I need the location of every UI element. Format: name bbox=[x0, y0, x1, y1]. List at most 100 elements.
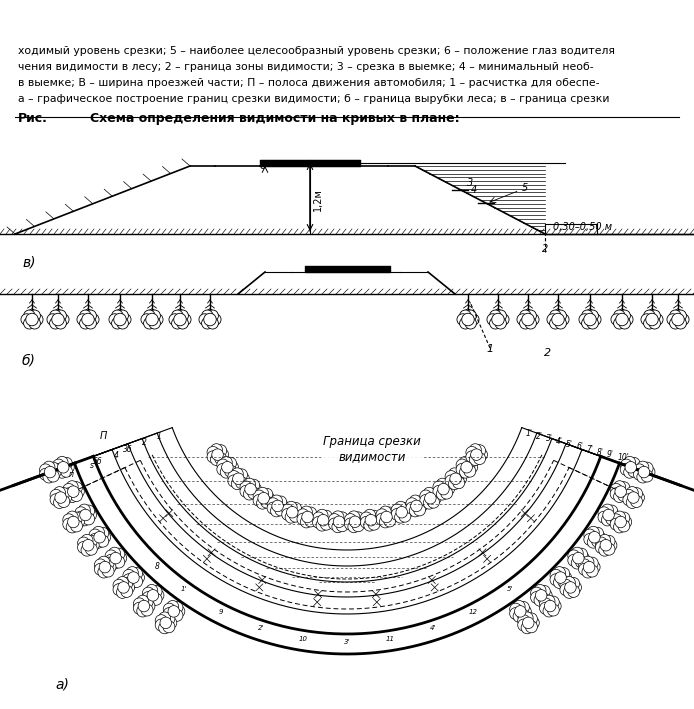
Circle shape bbox=[584, 533, 596, 545]
Circle shape bbox=[312, 512, 325, 524]
Circle shape bbox=[625, 462, 636, 473]
Circle shape bbox=[96, 535, 109, 547]
Circle shape bbox=[109, 314, 121, 325]
Circle shape bbox=[423, 497, 435, 509]
Circle shape bbox=[31, 314, 43, 325]
Circle shape bbox=[105, 550, 117, 562]
Circle shape bbox=[450, 473, 462, 484]
Circle shape bbox=[317, 515, 329, 526]
Circle shape bbox=[523, 617, 534, 629]
Circle shape bbox=[146, 594, 158, 606]
Text: 1': 1' bbox=[525, 429, 532, 438]
Circle shape bbox=[535, 590, 547, 601]
Circle shape bbox=[85, 509, 96, 521]
Circle shape bbox=[464, 457, 476, 469]
Circle shape bbox=[53, 464, 65, 476]
Circle shape bbox=[517, 609, 530, 621]
Text: Граница срезки
видимости: Граница срезки видимости bbox=[323, 435, 421, 463]
Circle shape bbox=[163, 608, 176, 620]
Circle shape bbox=[52, 313, 65, 325]
Circle shape bbox=[495, 318, 507, 329]
Text: 2': 2' bbox=[536, 432, 543, 441]
Circle shape bbox=[437, 488, 448, 500]
Circle shape bbox=[141, 604, 153, 616]
Circle shape bbox=[631, 496, 643, 508]
Circle shape bbox=[155, 615, 167, 627]
Circle shape bbox=[128, 571, 139, 584]
Circle shape bbox=[62, 514, 75, 526]
Circle shape bbox=[102, 557, 114, 569]
Circle shape bbox=[171, 609, 183, 621]
Circle shape bbox=[509, 603, 522, 615]
Circle shape bbox=[560, 579, 572, 591]
Circle shape bbox=[600, 540, 611, 551]
Circle shape bbox=[297, 513, 309, 525]
Circle shape bbox=[113, 584, 125, 596]
Circle shape bbox=[133, 602, 145, 614]
Circle shape bbox=[564, 586, 575, 598]
Circle shape bbox=[271, 505, 282, 517]
Circle shape bbox=[70, 481, 83, 493]
Circle shape bbox=[438, 484, 449, 495]
Circle shape bbox=[461, 462, 473, 473]
Circle shape bbox=[121, 586, 133, 598]
Circle shape bbox=[360, 516, 372, 528]
Circle shape bbox=[610, 518, 622, 530]
Circle shape bbox=[428, 489, 439, 501]
Circle shape bbox=[560, 584, 572, 596]
Circle shape bbox=[78, 504, 90, 516]
Circle shape bbox=[67, 486, 79, 498]
Circle shape bbox=[531, 591, 543, 603]
Circle shape bbox=[575, 556, 588, 568]
Circle shape bbox=[643, 466, 655, 478]
Text: 12: 12 bbox=[468, 609, 477, 615]
Circle shape bbox=[558, 576, 570, 588]
Circle shape bbox=[391, 508, 403, 520]
Circle shape bbox=[85, 543, 97, 555]
Circle shape bbox=[78, 514, 90, 526]
Circle shape bbox=[150, 593, 162, 605]
Circle shape bbox=[85, 310, 96, 322]
Circle shape bbox=[210, 444, 223, 456]
Circle shape bbox=[226, 462, 239, 473]
Circle shape bbox=[232, 473, 244, 484]
Circle shape bbox=[312, 516, 325, 528]
Circle shape bbox=[593, 531, 605, 543]
Circle shape bbox=[104, 561, 116, 573]
Text: чения видимости в лесу; 2 – граница зоны видимости; 3 – срезка в выемке; 4 – мин: чения видимости в лесу; 2 – граница зоны… bbox=[18, 62, 593, 72]
Circle shape bbox=[587, 536, 599, 548]
Circle shape bbox=[445, 475, 457, 487]
Circle shape bbox=[489, 318, 501, 329]
Text: 2: 2 bbox=[542, 244, 548, 254]
Circle shape bbox=[352, 520, 364, 532]
Circle shape bbox=[217, 464, 229, 476]
Circle shape bbox=[626, 486, 638, 498]
Circle shape bbox=[349, 516, 361, 527]
Circle shape bbox=[26, 313, 38, 325]
Circle shape bbox=[146, 313, 158, 325]
Circle shape bbox=[466, 451, 478, 463]
Text: а): а) bbox=[55, 677, 69, 691]
Circle shape bbox=[123, 574, 135, 586]
Circle shape bbox=[489, 310, 501, 322]
Circle shape bbox=[573, 552, 584, 564]
Circle shape bbox=[253, 494, 265, 506]
Text: 5б: 5б bbox=[93, 457, 103, 467]
Circle shape bbox=[452, 476, 465, 489]
Circle shape bbox=[643, 310, 655, 322]
Circle shape bbox=[544, 601, 556, 612]
Circle shape bbox=[344, 513, 357, 525]
Circle shape bbox=[207, 310, 219, 322]
Text: 2': 2' bbox=[258, 625, 264, 632]
Circle shape bbox=[155, 619, 167, 631]
Circle shape bbox=[520, 310, 531, 322]
Circle shape bbox=[99, 531, 110, 543]
Circle shape bbox=[177, 310, 188, 322]
Circle shape bbox=[354, 516, 366, 527]
Circle shape bbox=[89, 529, 101, 541]
Circle shape bbox=[225, 457, 237, 469]
Circle shape bbox=[108, 547, 121, 559]
Circle shape bbox=[78, 542, 90, 554]
Circle shape bbox=[173, 605, 185, 618]
Circle shape bbox=[142, 587, 154, 599]
